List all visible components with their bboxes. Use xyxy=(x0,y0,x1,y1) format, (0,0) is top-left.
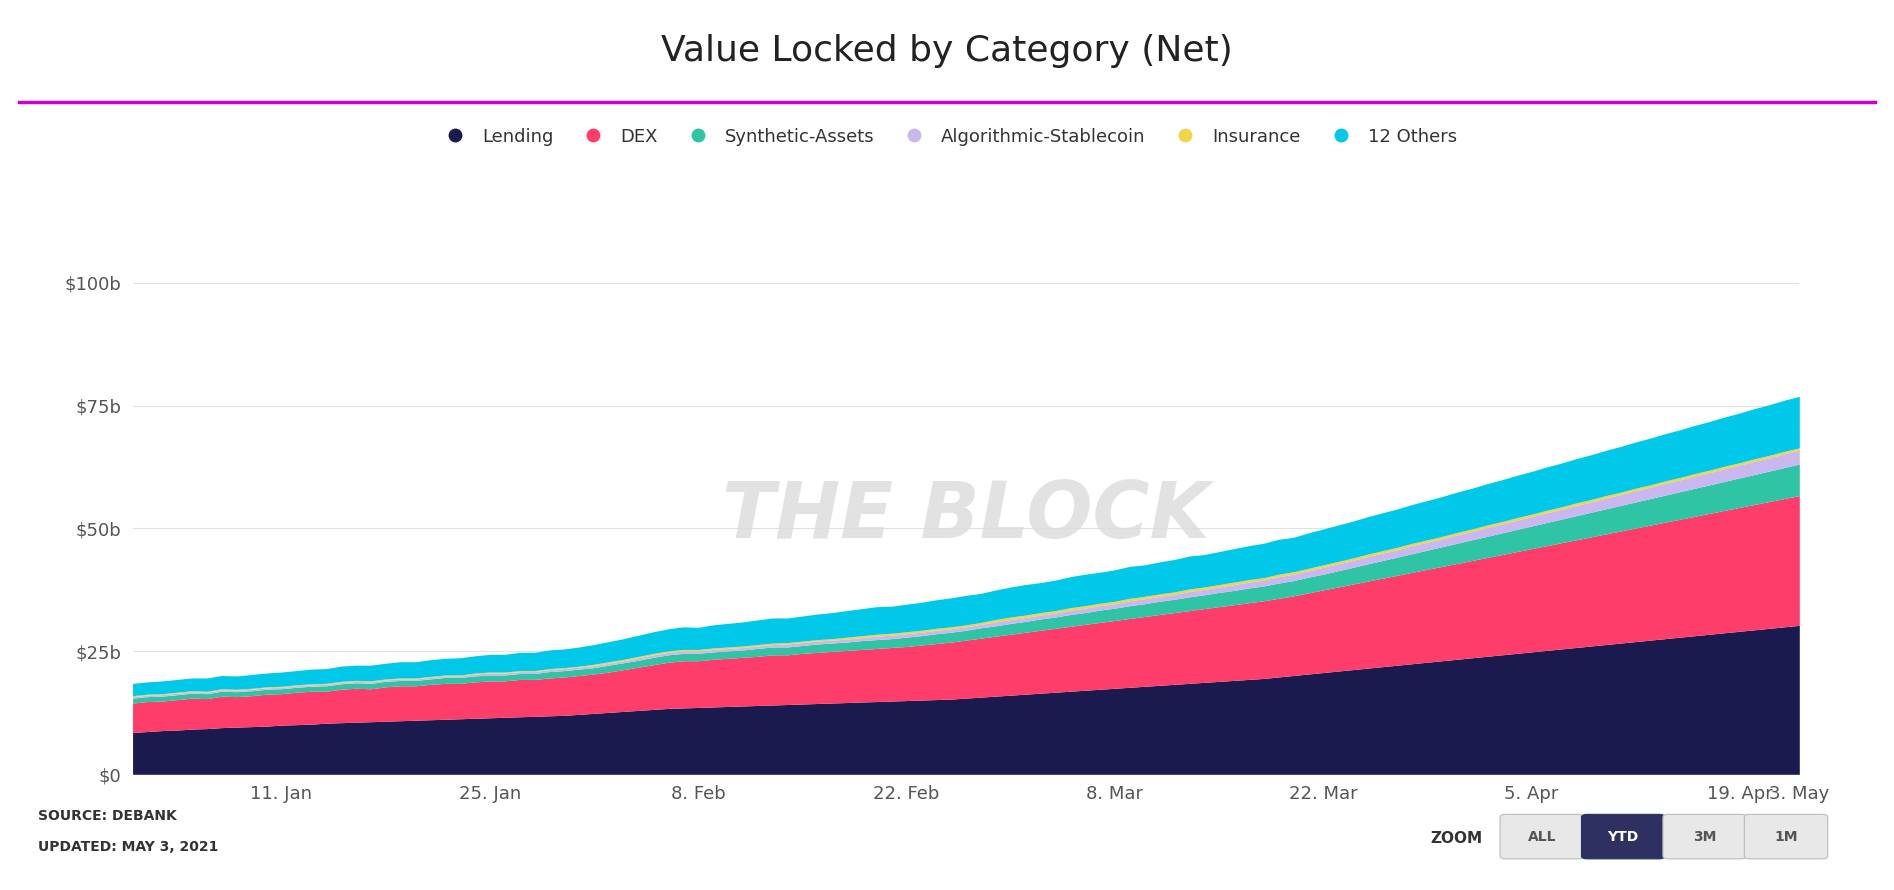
Text: UPDATED: MAY 3, 2021: UPDATED: MAY 3, 2021 xyxy=(38,840,218,854)
Text: ALL: ALL xyxy=(1527,829,1557,844)
Text: 1M: 1M xyxy=(1775,829,1797,844)
Text: ZOOM: ZOOM xyxy=(1430,831,1483,845)
Text: 3M: 3M xyxy=(1693,829,1716,844)
Text: THE BLOCK: THE BLOCK xyxy=(722,478,1210,554)
Text: SOURCE: DEBANK: SOURCE: DEBANK xyxy=(38,809,176,823)
Text: YTD: YTD xyxy=(1608,829,1638,844)
Text: Value Locked by Category (Net): Value Locked by Category (Net) xyxy=(661,34,1233,68)
Legend: Lending, DEX, Synthetic-Assets, Algorithmic-Stablecoin, Insurance, 12 Others: Lending, DEX, Synthetic-Assets, Algorith… xyxy=(430,120,1464,153)
